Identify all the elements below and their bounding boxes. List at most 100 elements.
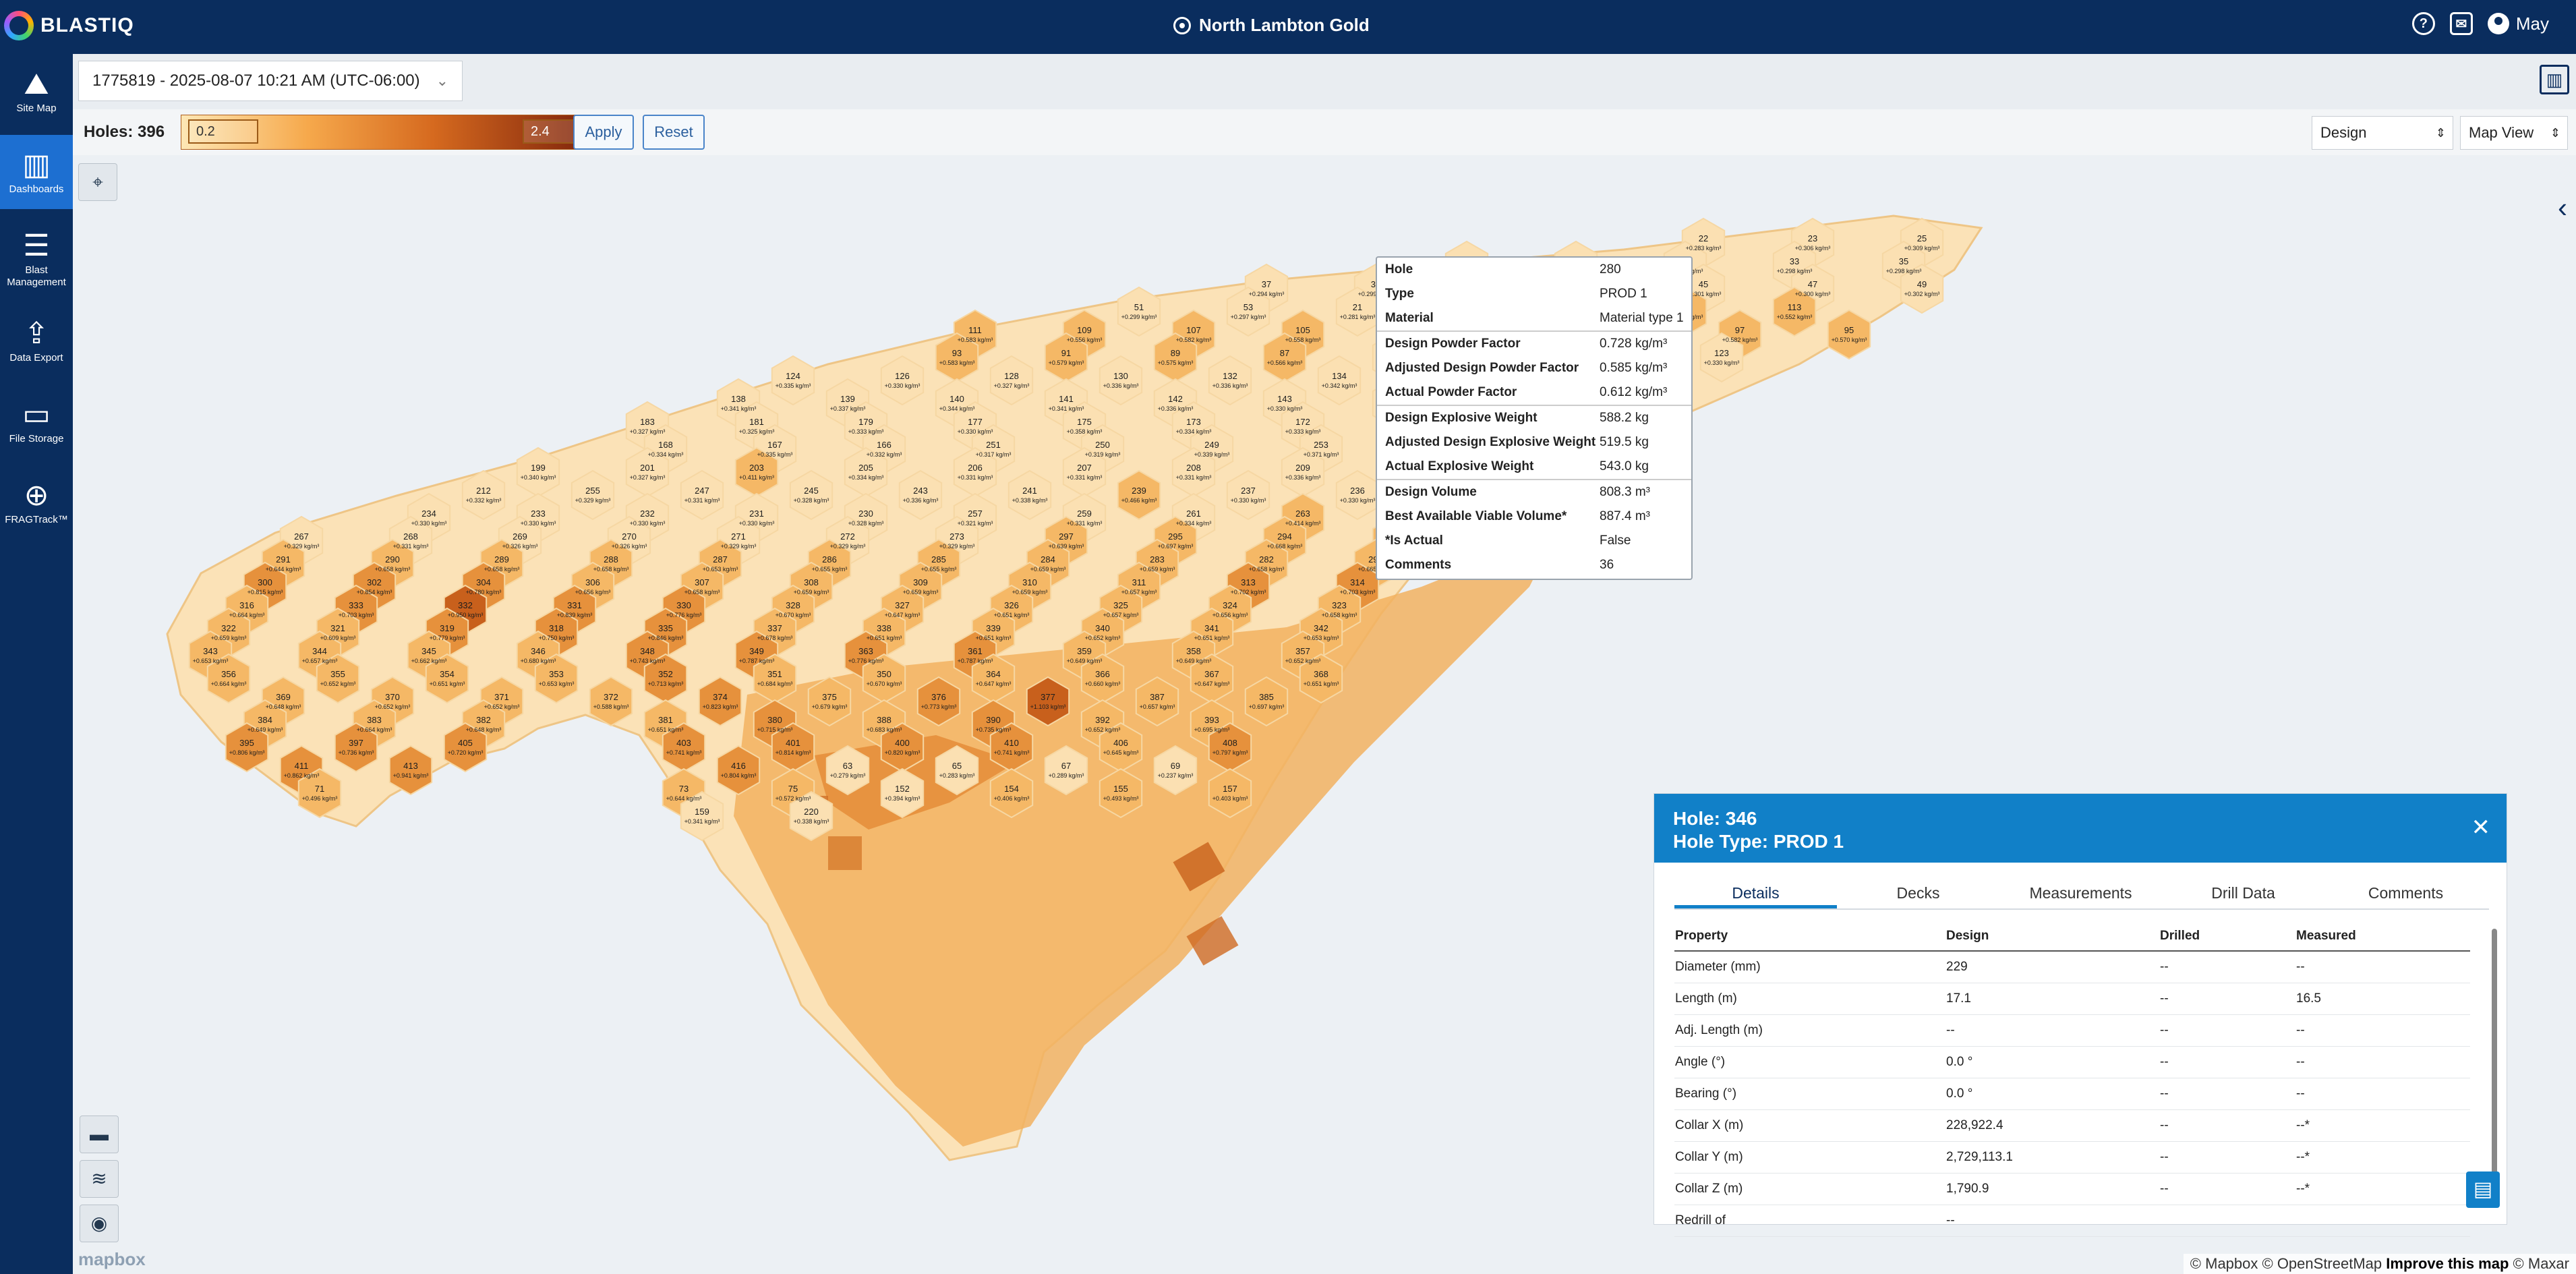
hole-cell[interactable] xyxy=(789,469,833,521)
hole-id-label: 342 xyxy=(1314,623,1328,633)
hole-cell[interactable] xyxy=(716,745,761,796)
data-export-icon: ⇪ xyxy=(24,317,49,350)
improve-map-link[interactable]: Improve this map xyxy=(2386,1255,2509,1272)
tab-decks[interactable]: Decks xyxy=(1896,884,1940,902)
hole-cell[interactable] xyxy=(916,676,961,727)
hole-cell[interactable] xyxy=(1007,469,1052,521)
user-menu[interactable]: May xyxy=(2487,13,2549,34)
hole-cell[interactable] xyxy=(880,355,925,406)
hole-cell[interactable] xyxy=(989,355,1034,406)
hole-cell[interactable] xyxy=(1226,469,1270,521)
hole-cell[interactable] xyxy=(534,653,579,704)
hole-cell[interactable] xyxy=(1317,355,1362,406)
hole-cell[interactable] xyxy=(425,653,469,704)
hole-cell[interactable] xyxy=(989,768,1034,819)
sidebar-item-data-export[interactable]: ⇪ Data Export xyxy=(0,303,73,378)
range-min-input[interactable]: 0.2 xyxy=(188,119,258,144)
hole-cell[interactable] xyxy=(1117,286,1161,337)
ruler-icon[interactable]: ▬ xyxy=(80,1116,119,1153)
hole-cell[interactable] xyxy=(1827,309,1871,360)
hole-id-label: 324 xyxy=(1223,600,1237,610)
sidebar-item-dashboards[interactable]: ▥ Dashboards xyxy=(0,135,73,209)
hole-id-label: 179 xyxy=(858,417,873,427)
eye-icon[interactable]: ◉ xyxy=(80,1205,119,1242)
color-range-slider[interactable]: 0.2 2.4 xyxy=(181,115,600,150)
hole-cell[interactable] xyxy=(698,676,742,727)
hole-value-label: +0.806 kg/m³ xyxy=(229,749,265,756)
hole-cell[interactable] xyxy=(680,469,724,521)
close-icon[interactable]: ✕ xyxy=(2471,815,2491,840)
sidebar-item-fragtrack[interactable]: ⊕ FRAGTrack™ xyxy=(0,465,73,540)
hole-cell[interactable] xyxy=(1208,768,1252,819)
hole-value-label: +0.658 kg/m³ xyxy=(593,566,629,573)
hole-cell[interactable] xyxy=(1135,676,1179,727)
book-icon[interactable]: ▥ xyxy=(2540,65,2569,94)
hole-cell[interactable] xyxy=(388,745,433,796)
hole-id-label: 346 xyxy=(531,646,546,656)
hole-cell[interactable] xyxy=(935,745,979,796)
hole-value-label: +0.297 kg/m³ xyxy=(1231,314,1266,320)
hole-cell[interactable] xyxy=(1153,745,1198,796)
hole-cell[interactable] xyxy=(771,355,815,406)
hole-cell[interactable] xyxy=(1699,332,1744,383)
hole-cell[interactable] xyxy=(1044,745,1088,796)
hole-cell[interactable] xyxy=(898,469,943,521)
hole-cell[interactable] xyxy=(1299,653,1343,704)
hole-cell[interactable] xyxy=(570,469,615,521)
hole-cell[interactable] xyxy=(1772,286,1817,337)
feedback-icon[interactable]: ✉ xyxy=(2449,12,2473,35)
hole-cell[interactable] xyxy=(1208,355,1252,406)
view-mode-select[interactable]: Design ⇕ xyxy=(2312,116,2453,150)
view-type-select[interactable]: Map View ⇕ xyxy=(2460,116,2568,150)
tab-comments[interactable]: Comments xyxy=(2368,884,2444,902)
hole-cell[interactable] xyxy=(1226,286,1270,337)
hole-id-label: 205 xyxy=(858,463,873,473)
hole-cell[interactable] xyxy=(1099,768,1143,819)
hole-cell[interactable] xyxy=(1900,263,1944,314)
hole-cell[interactable] xyxy=(825,745,870,796)
dashboards-icon: ▥ xyxy=(22,148,51,181)
brand-logo[interactable]: BLASTIQ xyxy=(4,11,134,40)
site-title[interactable]: North Lambton Gold xyxy=(1173,15,1370,36)
hole-cell[interactable] xyxy=(461,469,506,521)
hole-cell[interactable] xyxy=(225,722,269,773)
hole-cell[interactable] xyxy=(206,653,251,704)
cell-measured: --* xyxy=(2295,1109,2470,1142)
hole-value-label: +0.341 kg/m³ xyxy=(684,818,720,825)
hole-cell[interactable] xyxy=(589,676,633,727)
hole-value-label: +0.651 kg/m³ xyxy=(976,635,1012,641)
layers-icon[interactable]: ≋ xyxy=(80,1160,119,1198)
hole-cell[interactable] xyxy=(1026,676,1070,727)
view-type-value: Map View xyxy=(2469,124,2534,141)
hole-cell[interactable] xyxy=(1117,469,1161,521)
hole-value-label: +0.330 kg/m³ xyxy=(1340,497,1376,504)
tab-measurements[interactable]: Measurements xyxy=(2029,884,2132,902)
measure-tool-icon[interactable]: ⌖ xyxy=(78,163,117,201)
hole-cell[interactable] xyxy=(1244,676,1289,727)
scrollbar[interactable] xyxy=(2492,929,2497,1185)
hole-cell[interactable] xyxy=(443,722,488,773)
sidebar-item-file-storage[interactable]: ▭ File Storage xyxy=(0,384,73,459)
hole-cell[interactable] xyxy=(680,790,724,842)
hole-cell[interactable] xyxy=(316,653,360,704)
report-icon[interactable]: ▤ xyxy=(2466,1171,2500,1208)
sidebar-item-blast-management[interactable]: ☰ Blast Management xyxy=(0,216,73,303)
hole-value-label: +0.334 kg/m³ xyxy=(1176,428,1212,435)
hole-cell[interactable] xyxy=(1099,355,1143,406)
chevron-left-icon[interactable]: ‹ xyxy=(2558,192,2567,223)
tab-details[interactable]: Details xyxy=(1674,884,1837,908)
hole-cell[interactable] xyxy=(807,676,852,727)
hole-cell[interactable] xyxy=(297,768,342,819)
hole-cell[interactable] xyxy=(334,722,378,773)
help-icon[interactable]: ? xyxy=(2411,12,2435,35)
hole-cell[interactable] xyxy=(880,768,925,819)
reset-button[interactable]: Reset xyxy=(643,115,705,150)
blast-selector[interactable]: 1775819 - 2025-08-07 10:21 AM (UTC-06:00… xyxy=(78,61,463,101)
sidebar-item-site-map[interactable]: ⛰ Site Map xyxy=(0,54,73,128)
hole-value-label: +0.335 kg/m³ xyxy=(775,382,811,389)
hole-value-label: +0.653 kg/m³ xyxy=(539,681,575,687)
apply-button[interactable]: Apply xyxy=(573,115,634,150)
hole-id-label: 109 xyxy=(1077,325,1092,335)
tab-drill-data[interactable]: Drill Data xyxy=(2211,884,2275,902)
hole-cell[interactable] xyxy=(789,790,833,842)
